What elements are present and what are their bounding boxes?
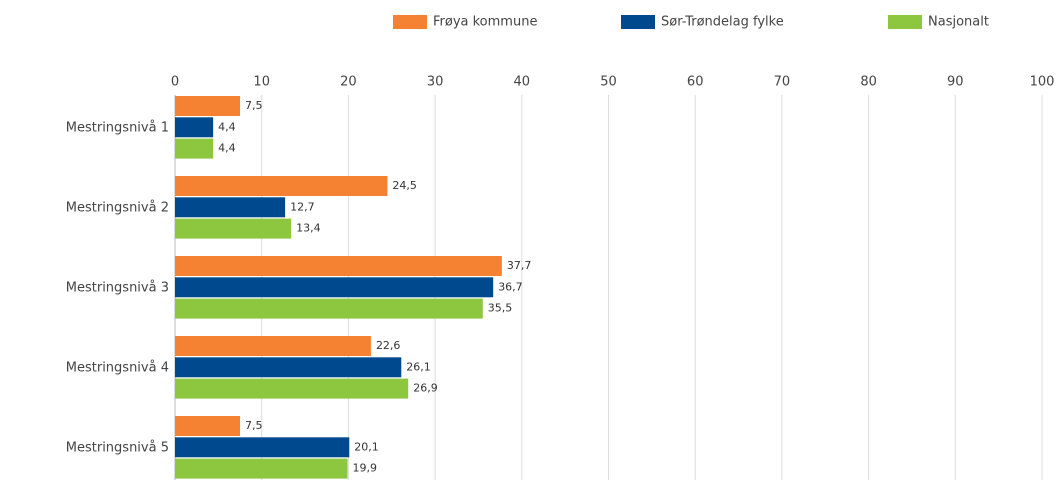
legend-label: Nasjonalt bbox=[928, 15, 989, 30]
bar bbox=[175, 458, 348, 479]
value-label: 36,7 bbox=[498, 280, 522, 293]
value-label: 4,4 bbox=[218, 142, 236, 155]
bar bbox=[175, 437, 350, 458]
value-label: 13,4 bbox=[296, 222, 321, 235]
bar bbox=[175, 197, 286, 218]
bar bbox=[175, 138, 214, 159]
bar bbox=[175, 298, 483, 319]
y-tick-label: Mestringsnivå 5 bbox=[66, 440, 169, 455]
value-label: 7,5 bbox=[245, 99, 263, 112]
bar bbox=[175, 357, 402, 378]
bar bbox=[175, 336, 371, 356]
legend-swatch bbox=[621, 15, 655, 29]
value-label: 24,5 bbox=[392, 179, 417, 192]
x-tick-label: 50 bbox=[600, 75, 617, 90]
y-tick-label: Mestringsnivå 3 bbox=[66, 280, 169, 295]
bar bbox=[175, 218, 292, 239]
bar bbox=[175, 277, 494, 298]
value-label: 20,1 bbox=[354, 440, 379, 453]
y-tick-label: Mestringsnivå 2 bbox=[66, 200, 169, 215]
bar bbox=[175, 96, 241, 116]
value-label: 7,5 bbox=[245, 419, 263, 432]
value-label: 19,9 bbox=[353, 462, 378, 475]
y-tick-label: Mestringsnivå 4 bbox=[66, 360, 169, 375]
x-tick-label: 80 bbox=[860, 75, 877, 90]
x-tick-label: 20 bbox=[340, 75, 357, 90]
legend-label: Frøya kommune bbox=[433, 15, 537, 30]
bar bbox=[175, 117, 214, 138]
legend-swatch bbox=[888, 15, 922, 29]
value-label: 26,9 bbox=[413, 382, 438, 395]
value-label: 12,7 bbox=[290, 200, 315, 213]
x-tick-label: 10 bbox=[253, 75, 270, 90]
bar bbox=[175, 176, 388, 196]
x-tick-label: 40 bbox=[514, 75, 531, 90]
x-tick-label: 60 bbox=[687, 75, 704, 90]
legend-label: Sør-Trøndelag fylke bbox=[661, 15, 784, 30]
value-label: 22,6 bbox=[376, 339, 401, 352]
legend-swatch bbox=[393, 15, 427, 29]
x-tick-label: 90 bbox=[947, 75, 964, 90]
x-tick-label: 70 bbox=[774, 75, 791, 90]
bar bbox=[175, 256, 502, 276]
value-label: 26,1 bbox=[406, 360, 431, 373]
value-label: 35,5 bbox=[488, 302, 513, 315]
y-tick-label: Mestringsnivå 1 bbox=[66, 120, 169, 135]
value-label: 4,4 bbox=[218, 120, 236, 133]
bar bbox=[175, 378, 409, 399]
value-label: 37,7 bbox=[507, 259, 532, 272]
x-tick-label: 0 bbox=[171, 75, 179, 90]
x-tick-label: 30 bbox=[427, 75, 444, 90]
bar bbox=[175, 416, 241, 436]
x-tick-label: 100 bbox=[1030, 75, 1055, 90]
